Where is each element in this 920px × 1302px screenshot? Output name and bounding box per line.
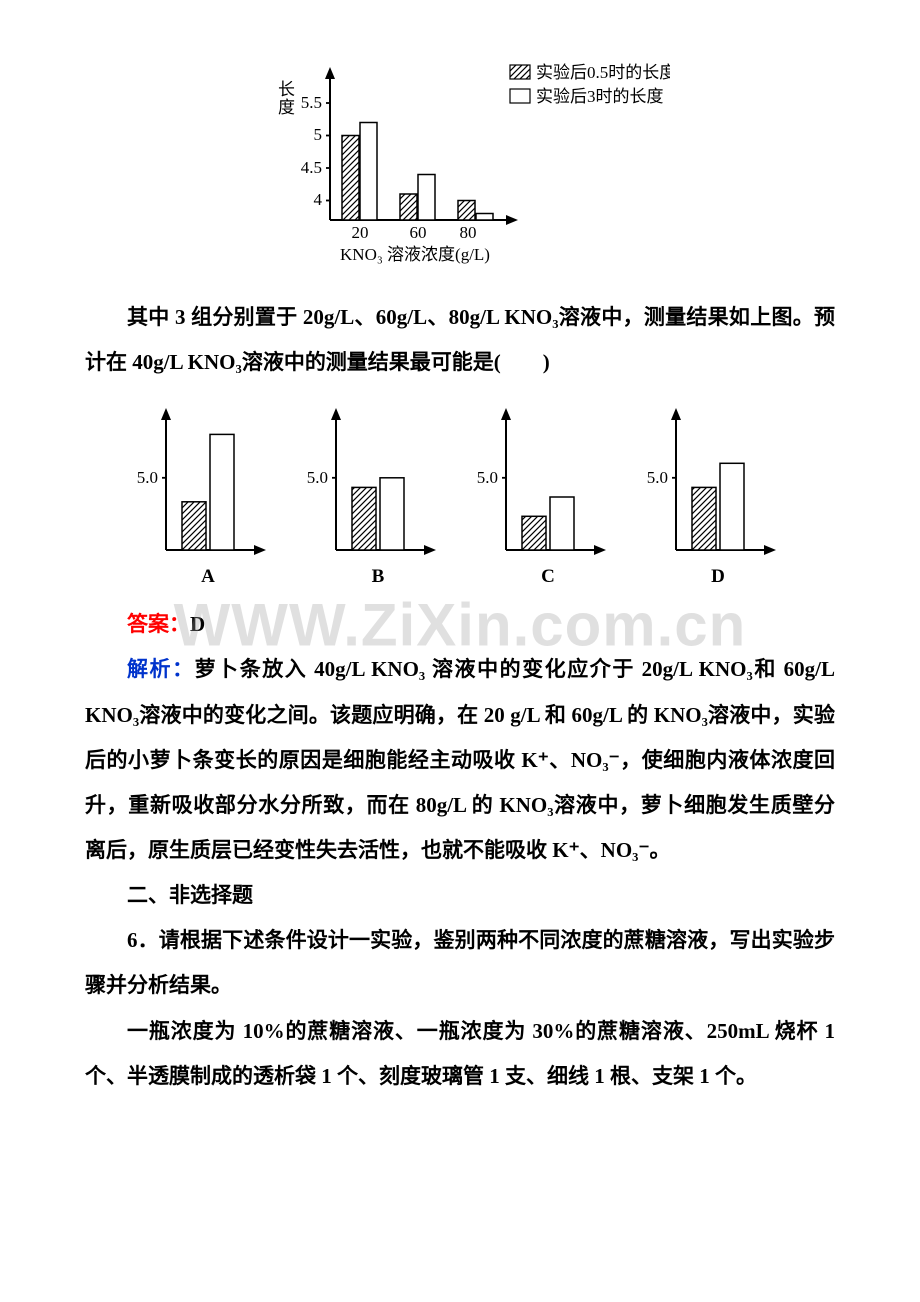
analysis-label: 解析： — [127, 657, 195, 681]
q6-paragraph-1: 6．请根据下述条件设计一实验，鉴别两种不同浓度的蔗糖溶液，写出实验步骤并分析结果… — [85, 918, 835, 1008]
option-chart-C: 5.0 C — [468, 400, 623, 590]
main-chart-ytick-2: 5 — [314, 125, 323, 144]
analysis-text: 萝卜条放入 40g/L KNO₃ 溶液中的变化应介于 20g/L KNO₃和 6… — [85, 657, 835, 862]
main-chart-ytick-3: 5.5 — [301, 93, 322, 112]
main-chart-xtick-1: 60 — [410, 223, 427, 242]
opt-B-ytick: 5.0 — [306, 468, 327, 487]
answer-label: 答案： — [127, 612, 190, 636]
main-chart-xtick-2: 80 — [460, 223, 477, 242]
analysis-paragraph: 解析：萝卜条放入 40g/L KNO₃ 溶液中的变化应介于 20g/L KNO₃… — [85, 647, 835, 873]
main-chart-ytick-0: 4 — [314, 190, 323, 209]
legend-label-0: 实验后0.5时的长度 — [536, 63, 670, 82]
legend-label-1: 实验后3时的长度 — [536, 87, 664, 106]
question-paragraph: 其中 3 组分别置于 20g/L、60g/L、80g/L KNO₃溶液中，测量结… — [85, 295, 835, 385]
main-chart-ylabel-1: 长 — [278, 80, 295, 99]
main-chart-container: 4 4.5 5 5.5 长 度 20 60 80 KNO₃ 溶液浓度(g/L) — [85, 55, 835, 265]
answer-value: D — [190, 612, 205, 636]
option-chart-A: 5.0 A — [128, 400, 283, 590]
answer-line: 答案：D — [85, 602, 835, 647]
q6-paragraph-2: 一瓶浓度为 10%的蔗糖溶液、一瓶浓度为 30%的蔗糖溶液、250mL 烧杯 1… — [85, 1009, 835, 1099]
option-charts-row: 5.0 A 5.0 B — [85, 400, 835, 590]
option-chart-B: 5.0 B — [298, 400, 453, 590]
option-chart-D: 5.0 D — [638, 400, 793, 590]
main-chart-xlabel: KNO₃ 溶液浓度(g/L) — [340, 245, 490, 264]
main-chart-svg: 4 4.5 5 5.5 长 度 20 60 80 KNO₃ 溶液浓度(g/L) — [250, 55, 670, 265]
opt-B-label: B — [371, 566, 384, 587]
legend-swatch-white — [510, 89, 530, 103]
section-heading: 二、非选择题 — [85, 873, 835, 918]
opt-A-label: A — [201, 566, 215, 587]
main-chart-ylabel-2: 度 — [278, 98, 295, 117]
main-chart-xtick-0: 20 — [352, 223, 369, 242]
main-chart-ytick-1: 4.5 — [301, 158, 322, 177]
opt-C-ytick: 5.0 — [476, 468, 497, 487]
opt-D-ytick: 5.0 — [646, 468, 667, 487]
opt-A-ytick: 5.0 — [136, 468, 157, 487]
opt-C-label: C — [541, 566, 555, 587]
legend-swatch-hatch — [510, 65, 530, 79]
main-chart: 4 4.5 5 5.5 长 度 20 60 80 KNO₃ 溶液浓度(g/L) — [250, 55, 670, 265]
opt-D-label: D — [711, 566, 725, 587]
